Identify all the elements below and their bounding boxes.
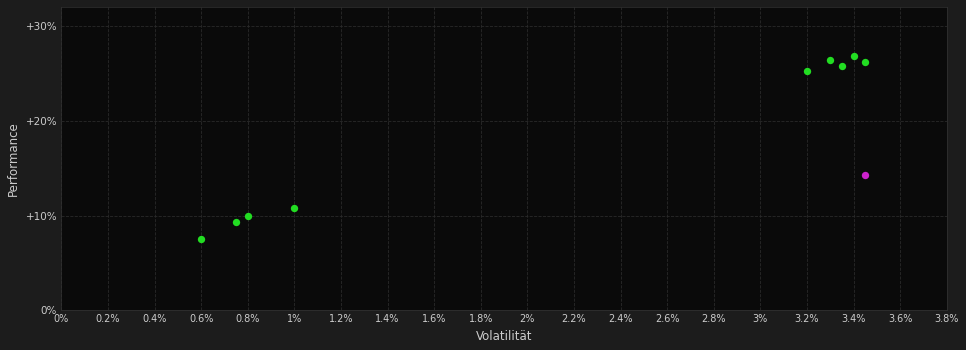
Point — [193, 237, 209, 242]
Point — [240, 213, 255, 218]
Point — [287, 205, 302, 211]
Point — [799, 69, 814, 74]
Point — [858, 59, 873, 65]
Point — [823, 57, 838, 63]
Point — [228, 219, 243, 225]
Point — [835, 63, 850, 69]
X-axis label: Volatilität: Volatilität — [476, 330, 532, 343]
Point — [858, 172, 873, 177]
Y-axis label: Performance: Performance — [7, 121, 20, 196]
Point — [846, 54, 862, 59]
